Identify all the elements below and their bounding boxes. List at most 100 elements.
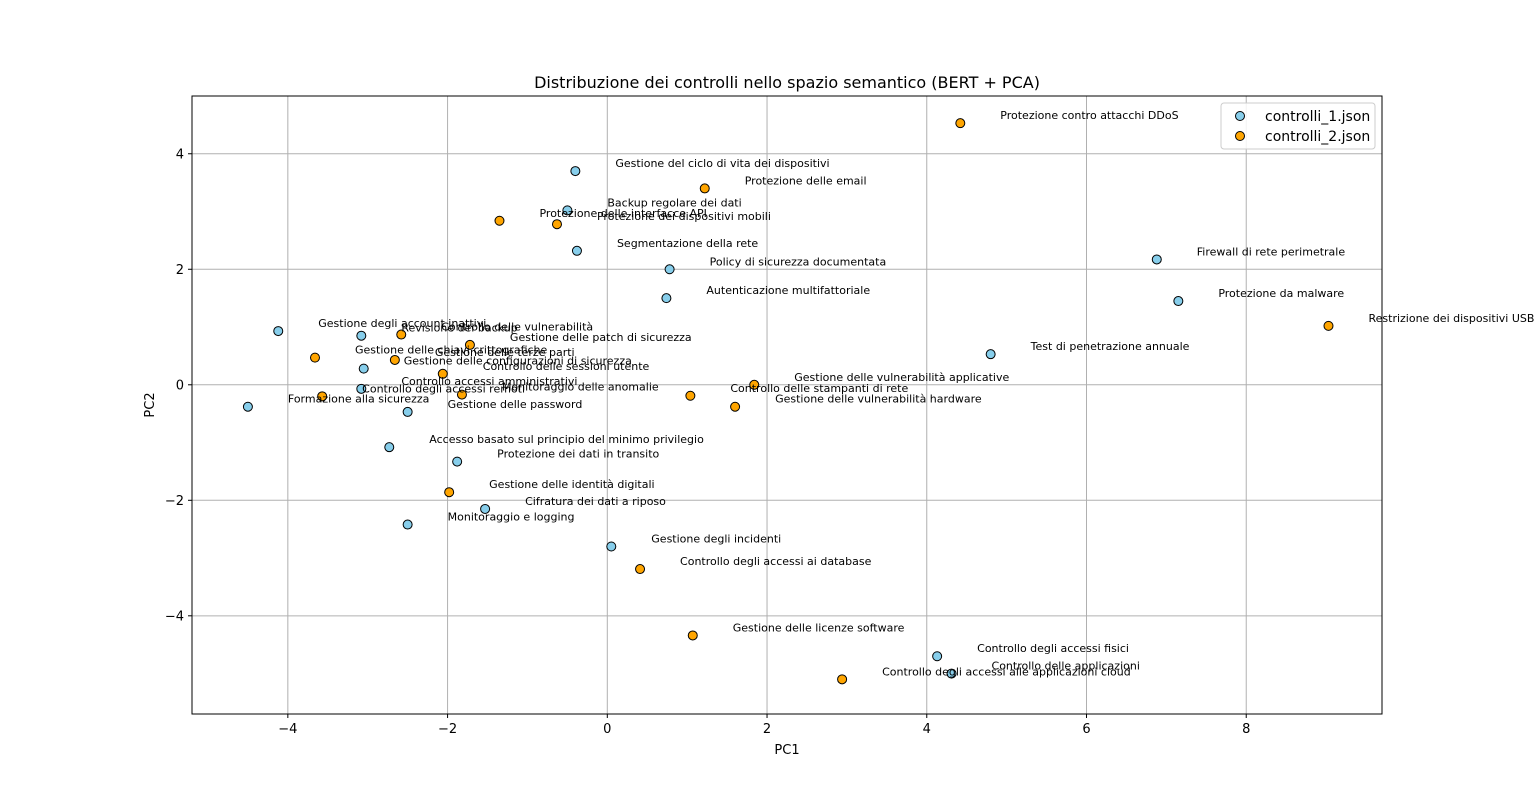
data-point-series-1 bbox=[402, 406, 413, 417]
grid bbox=[192, 96, 1382, 714]
point-label: Monitoraggio e logging bbox=[448, 511, 575, 524]
data-point-series-1 bbox=[562, 205, 573, 216]
data-point-series-1 bbox=[384, 442, 395, 453]
legend-box bbox=[1220, 102, 1376, 150]
point-label: Controllo delle vulnerabilità bbox=[441, 321, 593, 334]
x-tick-label: 8 bbox=[1242, 722, 1250, 737]
point-label: Revisione dei backup bbox=[401, 322, 517, 335]
point-label: Protezione dei dati in transito bbox=[497, 448, 659, 461]
point-label: Protezione dei dispositivi mobili bbox=[597, 210, 771, 223]
point-label: Controllo degli accessi ai database bbox=[680, 555, 872, 568]
point-label: Firewall di rete perimetrale bbox=[1197, 245, 1346, 258]
data-point-series-1 bbox=[661, 293, 672, 304]
point-label: Protezione da malware bbox=[1218, 287, 1344, 300]
data-point-series-1 bbox=[273, 326, 284, 337]
data-point-series-1 bbox=[242, 401, 253, 412]
point-label: Monitoraggio delle anomalie bbox=[502, 381, 659, 394]
point-label: Gestione degli account inattivi bbox=[318, 317, 486, 330]
data-point-series-2 bbox=[317, 391, 328, 402]
data-point-series-2 bbox=[955, 118, 966, 129]
data-point-series-1 bbox=[606, 541, 617, 552]
data-point-series-1 bbox=[402, 519, 413, 530]
data-point-series-1 bbox=[356, 330, 367, 341]
point-label: Gestione delle patch di sicurezza bbox=[510, 331, 692, 344]
point-label: Gestione delle licenze software bbox=[733, 621, 905, 634]
point-label: Protezione delle interfacce API bbox=[539, 207, 706, 220]
x-tick-label: 4 bbox=[923, 722, 931, 737]
plot-frame bbox=[191, 95, 1383, 715]
point-label: Controllo degli accessi remoti bbox=[362, 382, 525, 395]
point-label: Controllo delle stampanti di rete bbox=[730, 382, 908, 395]
data-point-series-1 bbox=[1151, 254, 1162, 265]
data-point-series-1 bbox=[932, 651, 943, 662]
data-point-series-2 bbox=[444, 487, 455, 498]
x-tick-label: 2 bbox=[763, 722, 771, 737]
data-point-series-2 bbox=[749, 379, 760, 390]
legend-label-controlli-2: controlli_2.json bbox=[1265, 129, 1370, 145]
point-label: Test di penetrazione annuale bbox=[1030, 340, 1190, 353]
x-tick-label: −4 bbox=[278, 722, 297, 737]
point-label: Policy di sicurezza documentata bbox=[710, 255, 887, 268]
point-label: Gestione del ciclo di vita dei dispositi… bbox=[615, 157, 829, 170]
point-label: Autenticazione multifattoriale bbox=[706, 284, 870, 297]
y-tick-label: −2 bbox=[165, 494, 184, 509]
y-tick-label: 0 bbox=[176, 378, 184, 393]
data-point-series-2 bbox=[837, 674, 848, 685]
point-label: Gestione degli incidenti bbox=[651, 533, 781, 546]
data-point-series-1 bbox=[480, 503, 491, 514]
point-label: Cifratura dei dati a riposo bbox=[525, 495, 666, 508]
data-point-series-2 bbox=[309, 352, 320, 363]
data-point-series-2 bbox=[687, 630, 698, 641]
axis-ticks: −4 −2 0 2 4 6 8 −4 −2 0 2 4 bbox=[165, 147, 1251, 737]
data-point-series-2 bbox=[456, 389, 467, 400]
data-point-series-1 bbox=[452, 456, 463, 467]
data-point-series-2 bbox=[494, 215, 505, 226]
point-label: Protezione delle email bbox=[745, 174, 867, 187]
point-label: Gestione delle password bbox=[448, 398, 583, 411]
data-point-series-1 bbox=[570, 166, 581, 177]
point-label: Restrizione dei dispositivi USB bbox=[1368, 312, 1534, 325]
y-axis-label: PC2 bbox=[143, 392, 158, 417]
legend-marker-controlli-2 bbox=[1235, 131, 1245, 141]
point-label: Gestione delle chiavi crittografiche bbox=[355, 344, 548, 357]
data-point-series-1 bbox=[946, 668, 957, 679]
x-axis-label: PC1 bbox=[774, 743, 799, 758]
x-tick-label: 6 bbox=[1082, 722, 1090, 737]
point-label: Controllo delle sessioni utente bbox=[483, 360, 650, 373]
point-label: Controllo degli accessi alle applicazion… bbox=[882, 665, 1131, 678]
data-point-series-1 bbox=[358, 363, 369, 374]
y-tick-label: 2 bbox=[176, 263, 184, 278]
point-label: Gestione delle vulnerabilità applicative bbox=[794, 371, 1009, 384]
point-label: Gestione delle vulnerabilità hardware bbox=[775, 393, 982, 406]
data-point-series-2 bbox=[396, 329, 407, 340]
point-label: Controllo delle applicazioni bbox=[992, 660, 1140, 673]
data-point-series-1 bbox=[356, 383, 367, 394]
legend-marker-controlli-1 bbox=[1235, 111, 1245, 121]
data-points bbox=[242, 118, 1334, 685]
data-point-series-2 bbox=[1323, 320, 1334, 331]
point-label: Gestione delle configurazioni di sicurez… bbox=[404, 355, 632, 368]
point-label: Gestione delle terze parti bbox=[435, 346, 575, 359]
y-tick-label: −4 bbox=[165, 609, 184, 624]
data-point-series-2 bbox=[699, 183, 710, 194]
point-label: Accesso basato sul principio del minimo … bbox=[429, 433, 704, 446]
point-label: Controllo accessi amministrativi bbox=[401, 375, 577, 388]
point-label: Formazione alla sicurezza bbox=[288, 393, 429, 406]
data-point-series-2 bbox=[464, 339, 475, 350]
data-point-series-1 bbox=[664, 264, 675, 275]
x-tick-label: 0 bbox=[603, 722, 611, 737]
point-label: Backup regolare dei dati bbox=[607, 196, 741, 209]
point-label: Segmentazione della rete bbox=[617, 237, 758, 250]
point-label: Gestione delle identità digitali bbox=[489, 478, 654, 491]
point-labels: Gestione del ciclo di vita dei dispositi… bbox=[288, 109, 1535, 678]
point-label: Protezione contro attacchi DDoS bbox=[1000, 109, 1178, 122]
legend-label-controlli-1: controlli_1.json bbox=[1265, 109, 1370, 125]
data-point-series-2 bbox=[685, 390, 696, 401]
data-point-series-1 bbox=[571, 245, 582, 256]
y-tick-label: 4 bbox=[176, 147, 184, 162]
x-tick-label: −2 bbox=[438, 722, 457, 737]
point-label: Controllo degli accessi fisici bbox=[977, 642, 1129, 655]
data-point-series-2 bbox=[551, 219, 562, 230]
data-point-series-2 bbox=[635, 564, 646, 575]
